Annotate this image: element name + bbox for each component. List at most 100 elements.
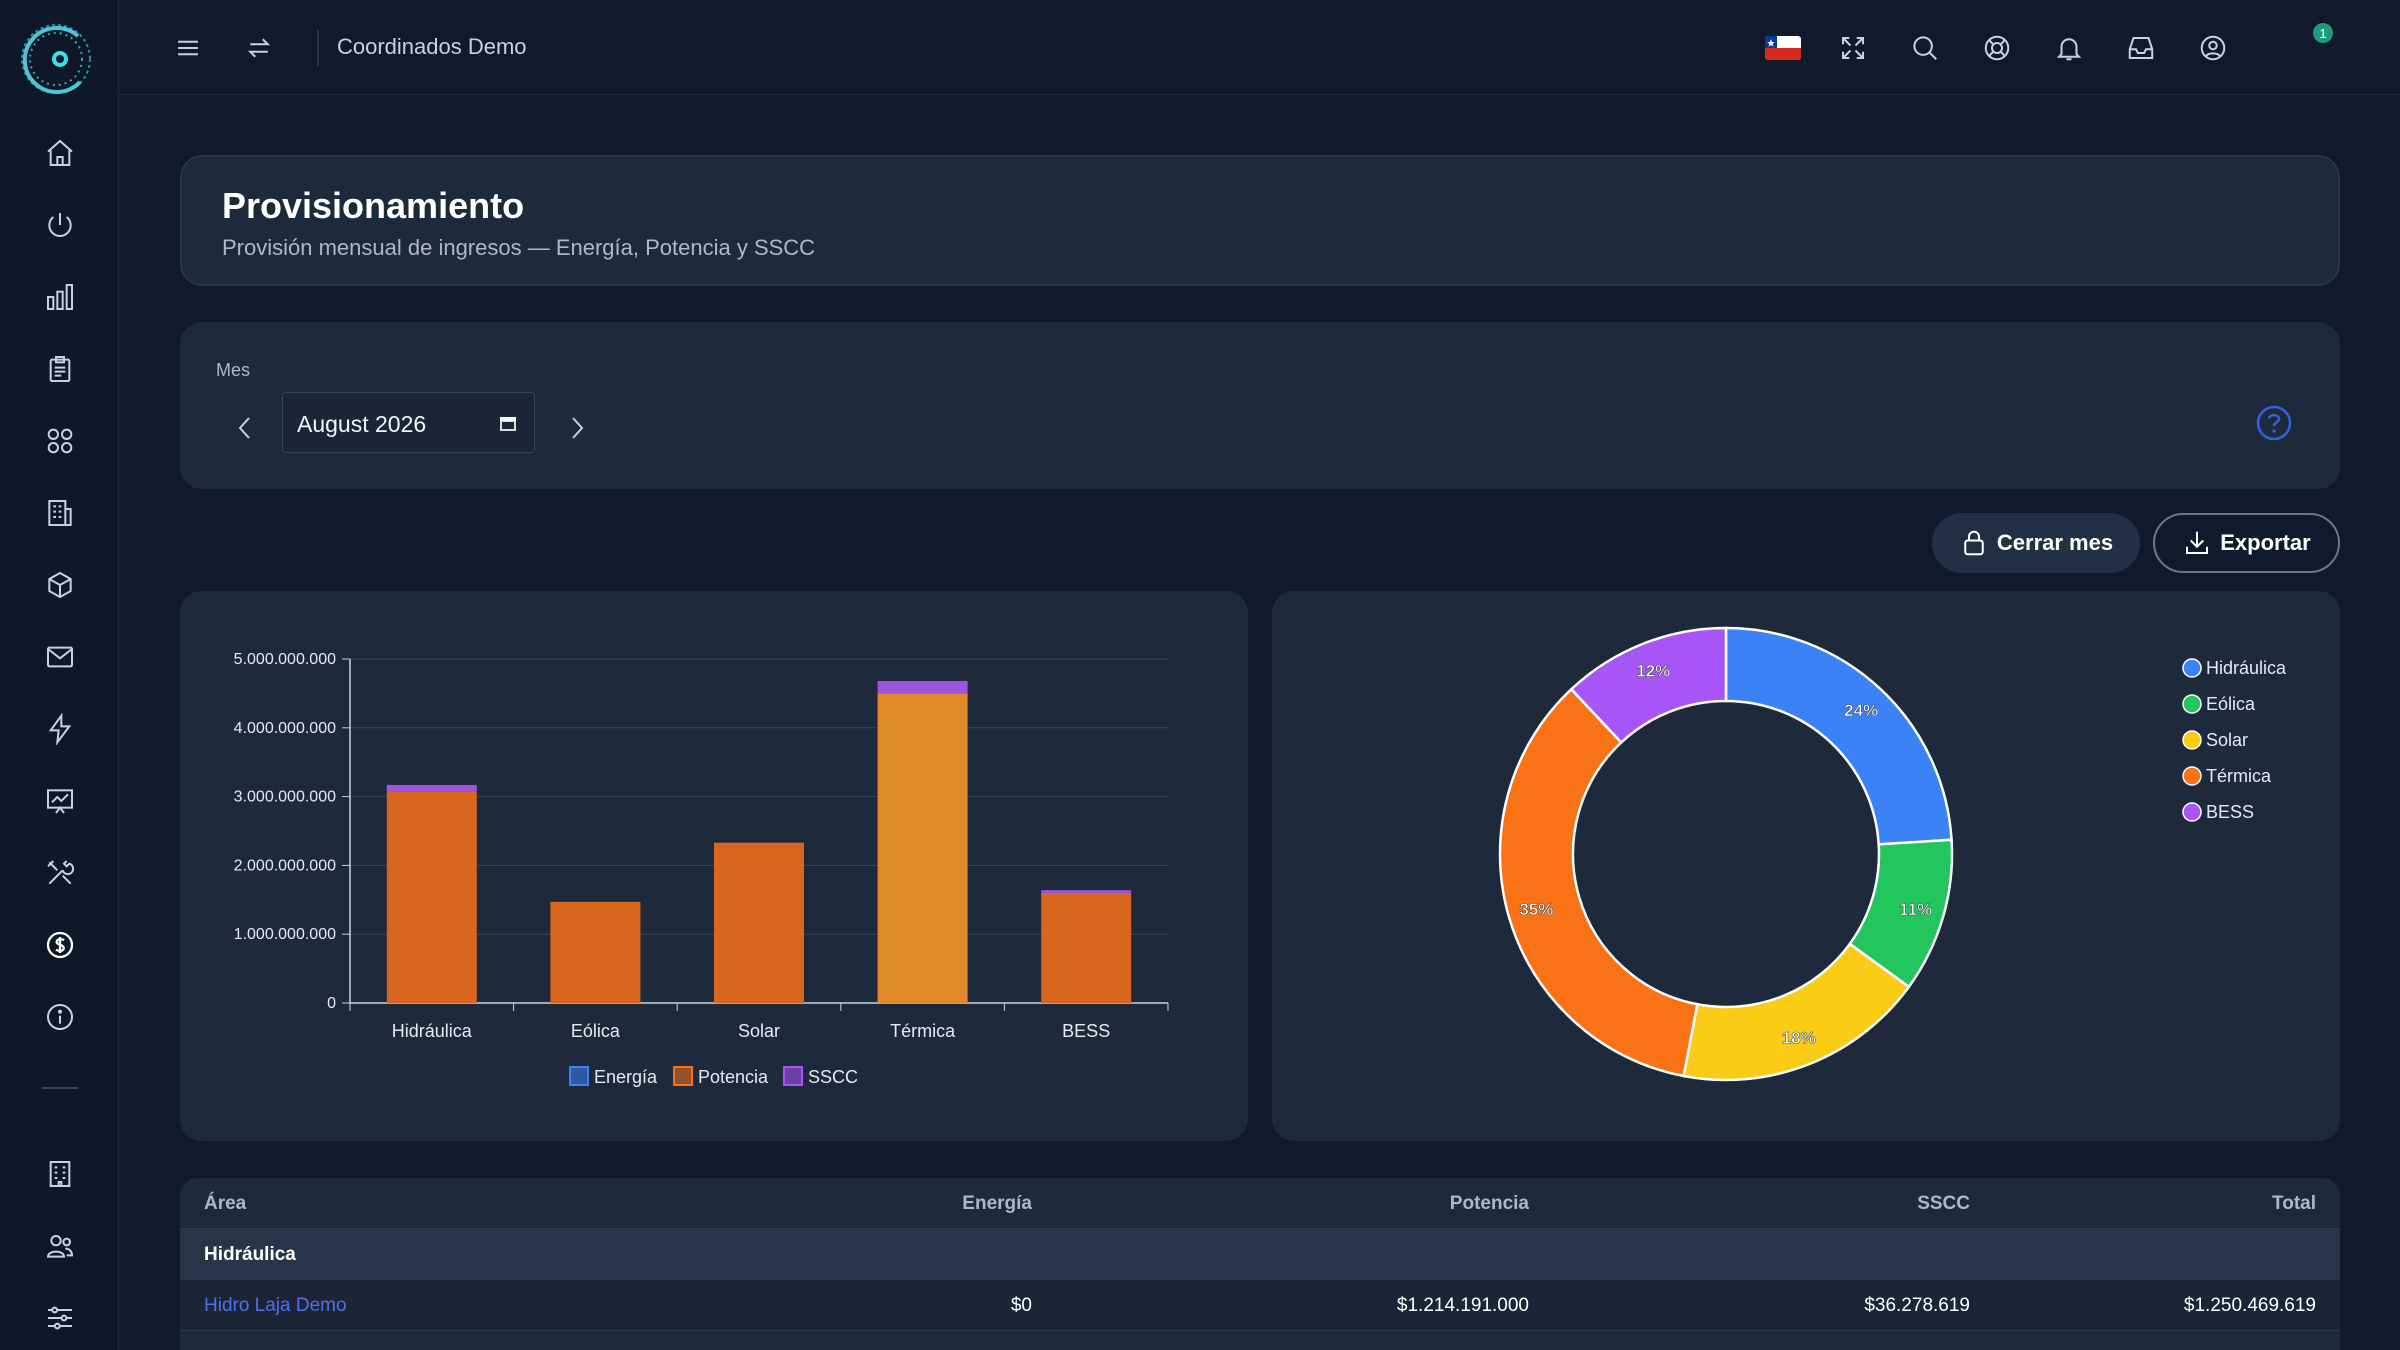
table-header-row: Área Energía Potencia SSCC Total	[180, 1178, 2340, 1229]
bar-chart-card: 0 1.000.000.000 2.000.000.000 3.000.000.000…	[180, 591, 1248, 1141]
sliders-icon[interactable]	[40, 1298, 80, 1338]
x-tick-label: Hidráulica	[392, 1021, 473, 1041]
table-group-row: Hidráulica	[180, 1229, 2340, 1280]
next-month-icon[interactable]	[562, 408, 592, 448]
info-icon[interactable]	[40, 997, 80, 1037]
y-tick-label: 3.000.000.000	[234, 789, 336, 806]
y-tick-label: 1.000.000.000	[234, 926, 336, 943]
search-icon[interactable]	[1907, 30, 1943, 66]
month-label: Mes	[216, 360, 251, 380]
app-title: Coordinados Demo	[337, 34, 527, 59]
inbox-icon[interactable]	[2123, 30, 2159, 66]
download-icon	[2186, 531, 2209, 554]
close-month-label: Cerrar mes	[1996, 530, 2114, 555]
bar-chart-icon[interactable]	[40, 277, 80, 317]
legend-label: Solar	[2206, 730, 2248, 750]
dollar-icon[interactable]	[40, 925, 80, 965]
x-tick-label: Solar	[738, 1021, 780, 1041]
legend-swatch	[2182, 694, 2202, 714]
apps-icon[interactable]	[40, 421, 80, 461]
bar-potencia	[550, 901, 641, 1003]
col-header-potencia[interactable]: Potencia	[1449, 1193, 1529, 1214]
legend-label: Térmica	[2206, 766, 2272, 786]
fullscreen-icon[interactable]	[1835, 30, 1871, 66]
bar-potencia	[877, 693, 968, 1003]
legend-swatch	[673, 1066, 693, 1086]
col-header-area[interactable]: Área	[204, 1193, 247, 1214]
legend-swatch	[2182, 730, 2202, 750]
slice-label: 35%	[1519, 900, 1553, 919]
swap-icon[interactable]	[241, 30, 277, 66]
y-tick-label: 0	[327, 995, 336, 1012]
page-title: Provisionamiento	[222, 185, 525, 226]
prev-month-icon[interactable]	[230, 408, 260, 448]
pie-chart-card: 24% 11% 18% 35% 12% Hidráulica Eólica Solar Térm…	[1272, 591, 2340, 1141]
bell-icon[interactable]	[2051, 30, 2087, 66]
lock-icon	[1964, 530, 1984, 556]
donut-slice	[1682, 942, 1911, 1082]
col-header-total[interactable]: Total	[2272, 1193, 2316, 1214]
month-filter-card: Mes August 2026	[180, 322, 2340, 489]
provision-table: Área Energía Potencia SSCC Total Hidrául…	[180, 1178, 2340, 1350]
help-icon[interactable]	[2255, 404, 2293, 442]
clipboard-icon[interactable]	[40, 349, 80, 389]
lifebuoy-icon[interactable]	[1979, 30, 2015, 66]
x-tick-label: BESS	[1062, 1021, 1110, 1041]
y-tick-label: 5.000.000.000	[234, 651, 336, 668]
month-input[interactable]: August 2026	[282, 392, 535, 453]
bar-sscc	[877, 681, 968, 694]
office-icon[interactable]	[40, 1154, 80, 1194]
sidebar-divider	[42, 1087, 78, 1089]
legend-label: Energía	[594, 1067, 658, 1087]
cube-icon[interactable]	[40, 565, 80, 605]
legend-label: Potencia	[698, 1067, 769, 1087]
legend-label: Eólica	[2206, 694, 2256, 714]
close-month-button[interactable]: Cerrar mes	[1932, 513, 2140, 573]
power-icon[interactable]	[40, 205, 80, 245]
group-label: Hidráulica	[204, 1244, 296, 1265]
donut-slice	[1569, 626, 1728, 745]
slice-label: 11%	[1899, 900, 1932, 919]
bar-sscc	[1041, 890, 1132, 893]
notification-badge: 1	[2313, 23, 2333, 43]
building-icon[interactable]	[40, 493, 80, 533]
col-header-sscc[interactable]: SSCC	[1917, 1193, 1970, 1214]
y-tick-label: 2.000.000.000	[234, 857, 336, 874]
menu-icon[interactable]	[170, 30, 206, 66]
mail-icon[interactable]	[40, 637, 80, 677]
slice-label: 12%	[1636, 661, 1670, 680]
bolt-icon[interactable]	[40, 709, 80, 749]
page-header: Provisionamiento Provisión mensual de in…	[180, 155, 2340, 286]
presentation-chart-icon[interactable]	[40, 781, 80, 821]
x-tick-label: Térmica	[890, 1021, 956, 1041]
top-bar: Coordinados Demo 1	[119, 0, 2400, 95]
calendar-icon[interactable]	[498, 413, 518, 433]
donut-slice	[1498, 687, 1699, 1078]
row-area-link[interactable]: Hidro Laja Demo	[204, 1295, 347, 1316]
tools-icon[interactable]	[40, 853, 80, 893]
legend-swatch	[569, 1066, 589, 1086]
topbar-divider	[317, 30, 319, 66]
legend-swatch	[2182, 658, 2202, 678]
legend-swatch	[783, 1066, 803, 1086]
row-sscc: $36.278.619	[1864, 1295, 1970, 1316]
legend-swatch	[2182, 766, 2202, 786]
user-icon[interactable]	[2195, 30, 2231, 66]
donut-slice	[1724, 626, 1953, 846]
row-potencia: $1.214.191.000	[1396, 1295, 1529, 1316]
y-tick-label: 4.000.000.000	[234, 720, 336, 737]
export-button[interactable]: Exportar	[2153, 513, 2340, 573]
table-row: Hidro Laja Demo $0 $1.214.191.000 $36.27…	[180, 1280, 2340, 1331]
row-energia: $0	[1010, 1295, 1032, 1316]
users-icon[interactable]	[40, 1226, 80, 1266]
home-icon[interactable]	[40, 133, 80, 173]
row-total: $1.250.469.619	[2183, 1295, 2316, 1316]
legend-label: SSCC	[808, 1067, 858, 1087]
slice-label: 18%	[1782, 1029, 1816, 1048]
app-logo[interactable]	[18, 18, 94, 100]
legend-swatch	[2182, 802, 2202, 822]
bar-chart: 0 1.000.000.000 2.000.000.000 3.000.000.000…	[234, 651, 1169, 1087]
month-input-value: August 2026	[297, 411, 427, 437]
col-header-energia[interactable]: Energía	[962, 1193, 1032, 1214]
chile-flag-icon[interactable]	[1765, 36, 1801, 60]
